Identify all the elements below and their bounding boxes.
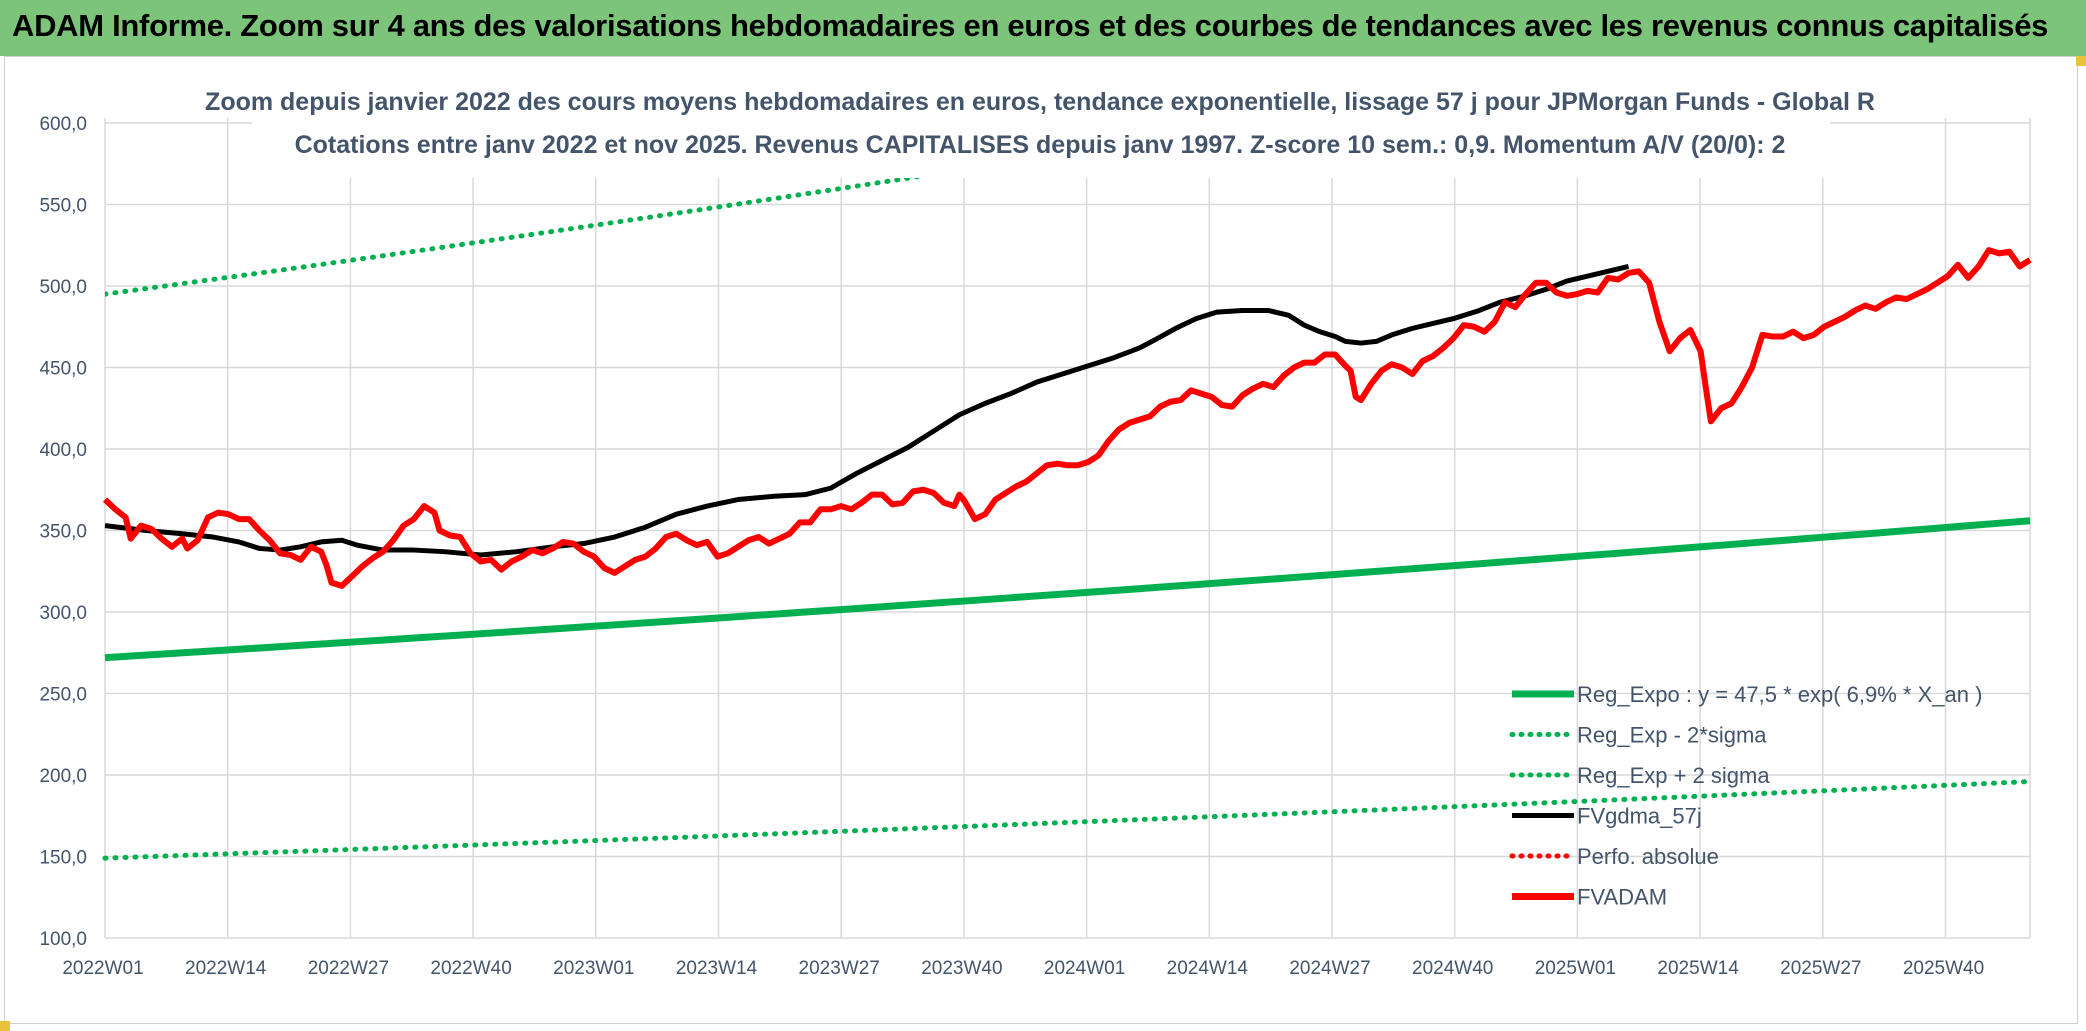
y-tick-label: 550,0 (39, 196, 87, 217)
y-tick-label: 100,0 (39, 929, 87, 950)
chart-subtitle: Cotations entre janv 2022 et nov 2025. R… (295, 131, 1786, 159)
legend-label: Reg_Exp + 2 sigma (1577, 763, 1770, 788)
legend-item: Reg_Exp + 2 sigma (1509, 763, 1770, 788)
frame-corner-top-right (2076, 56, 2086, 66)
chart-title: Zoom depuis janvier 2022 des cours moyen… (205, 88, 1875, 116)
header-banner: ADAM Informe. Zoom sur 4 ans des valoris… (0, 0, 2086, 56)
legend-item: FVADAM (1512, 885, 1667, 910)
x-tick-label: 2025W27 (1780, 958, 1861, 979)
x-tick-label: 2022W01 (62, 958, 143, 979)
series-reg-exp-minus-2-sigma (102, 779, 2033, 861)
x-tick-label: 2022W14 (185, 958, 267, 979)
y-tick-label: 300,0 (39, 603, 87, 624)
legend-item: Reg_Expo : y = 47,5 * exp( 6,9% * X_an ) (1512, 682, 1982, 707)
y-tick-label: 200,0 (39, 766, 87, 787)
x-tick-label: 2024W40 (1412, 958, 1493, 979)
frame-corner-bottom-left (0, 1021, 10, 1031)
legend-label: Reg_Exp - 2*sigma (1577, 723, 1767, 748)
y-tick-label: 400,0 (39, 440, 87, 461)
y-tick-label: 250,0 (39, 685, 87, 706)
x-tick-label: 2025W01 (1535, 958, 1616, 979)
x-tick-label: 2025W14 (1657, 958, 1739, 979)
x-tick-label: 2023W40 (921, 958, 1002, 979)
legend-item: Reg_Exp - 2*sigma (1509, 723, 1767, 748)
legend-label: Reg_Expo : y = 47,5 * exp( 6,9% * X_an ) (1577, 682, 1982, 707)
legend-item: FVgdma_57j (1512, 804, 1702, 829)
x-tick-label: 2022W27 (308, 958, 389, 979)
legend-label: FVgdma_57j (1577, 804, 1702, 829)
x-tick-label: 2023W27 (799, 958, 880, 979)
legend-label: FVADAM (1577, 885, 1667, 910)
x-tick-label: 2024W14 (1167, 958, 1249, 979)
y-tick-label: 500,0 (39, 277, 87, 298)
series-fvadam (102, 247, 2032, 589)
x-tick-label: 2023W14 (676, 958, 758, 979)
y-tick-label: 150,0 (39, 848, 87, 869)
x-tick-label: 2025W40 (1903, 958, 1984, 979)
legend-label: Perfo. absolue (1577, 844, 1719, 869)
y-tick-label: 600,0 (39, 114, 87, 135)
x-tick-label: 2024W27 (1289, 958, 1370, 979)
x-tick-label: 2022W40 (430, 958, 511, 979)
series-reg-expo (104, 517, 2031, 662)
title-backdrop (252, 78, 1830, 178)
y-tick-label: 350,0 (39, 522, 87, 543)
x-tick-label: 2024W01 (1044, 958, 1125, 979)
y-tick-label: 450,0 (39, 359, 87, 380)
x-tick-label: 2023W01 (553, 958, 634, 979)
legend-item: Perfo. absolue (1509, 844, 1719, 869)
series-fvgdma-57j (104, 264, 1630, 558)
banner-title: ADAM Informe. Zoom sur 4 ans des valoris… (12, 8, 2049, 43)
